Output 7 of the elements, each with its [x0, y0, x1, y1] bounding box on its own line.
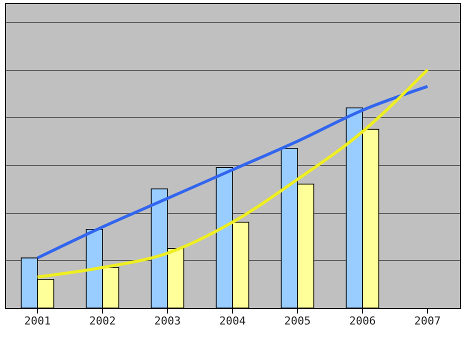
x-tick-label: 2004: [219, 314, 246, 328]
x-tick-label: 2003: [154, 314, 181, 328]
x-tick-label: 2006: [349, 314, 376, 328]
x-tick-label: 2001: [24, 314, 51, 328]
x-tick-label: 2002: [89, 314, 116, 328]
x-tick-label: 2007: [414, 314, 441, 328]
x-tick-label: 2005: [284, 314, 311, 328]
